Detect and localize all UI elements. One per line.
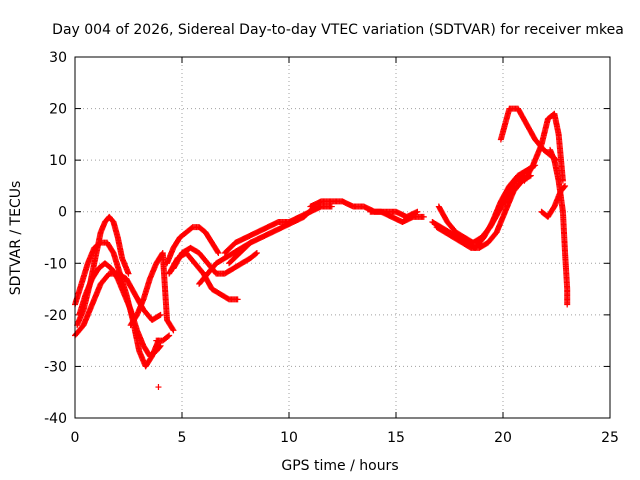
y-tick-label: 20	[49, 102, 67, 118]
y-tick-label: 30	[49, 50, 67, 66]
series-sat-t	[521, 110, 566, 184]
x-tick-label: 0	[71, 430, 80, 446]
plot-area	[72, 105, 571, 391]
series-sat-m	[226, 203, 318, 267]
y-tick-label: -20	[44, 308, 67, 324]
x-tick-label: 5	[178, 430, 187, 446]
series-sat-u	[547, 146, 571, 308]
data-point	[157, 342, 164, 349]
series-sat-q	[433, 172, 534, 251]
data-point	[165, 333, 172, 340]
x-tick-label: 15	[387, 430, 405, 446]
x-axis-label: GPS time / hours	[281, 458, 398, 474]
series-sat-v	[538, 182, 569, 220]
x-tick-label: 20	[494, 430, 512, 446]
data-point	[169, 326, 176, 333]
y-tick-label: 0	[58, 205, 67, 221]
series-sat-g	[155, 384, 162, 391]
plot-frame	[74, 56, 611, 419]
data-point	[253, 249, 260, 256]
y-tick-label: 10	[49, 153, 67, 169]
series-sat-d	[76, 260, 164, 360]
grid	[75, 57, 610, 418]
series-sat-e	[127, 249, 177, 334]
data-point	[561, 183, 568, 190]
data-point	[125, 270, 132, 277]
y-tick-label: -40	[44, 411, 67, 427]
data-point	[252, 250, 259, 257]
data-point	[155, 384, 162, 391]
series-sat-c	[72, 270, 164, 339]
data-point	[166, 332, 173, 339]
data-point	[170, 327, 177, 334]
data-point	[156, 312, 163, 319]
data-point	[328, 203, 335, 210]
data-point	[156, 343, 163, 350]
y-tick-label: -30	[44, 359, 67, 375]
series-sat-f	[153, 332, 173, 344]
data-point	[234, 296, 241, 303]
data-point	[214, 248, 221, 255]
chart-title: Day 004 of 2026, Sidereal Day-to-day VTE…	[52, 22, 624, 38]
data-point	[564, 301, 571, 308]
y-tick-label: -10	[44, 256, 67, 272]
data-point	[157, 311, 164, 318]
data-point	[562, 182, 569, 189]
axis-ticks: 0 5 10 15 20 25 -40 -30 -20 -10 0 10 20 30	[44, 50, 619, 446]
x-tick-label: 25	[601, 430, 619, 446]
y-axis-label: SDTVAR / TECUs	[8, 181, 24, 296]
series-sat-o	[367, 208, 427, 226]
x-tick-label: 10	[280, 430, 298, 446]
data-point	[215, 249, 222, 256]
series-sat-h	[164, 224, 222, 267]
data-point	[414, 208, 421, 215]
data-point	[420, 213, 427, 220]
series-sat-j	[170, 244, 260, 277]
series-sat-r	[435, 172, 528, 246]
series-sat-s	[497, 105, 560, 164]
